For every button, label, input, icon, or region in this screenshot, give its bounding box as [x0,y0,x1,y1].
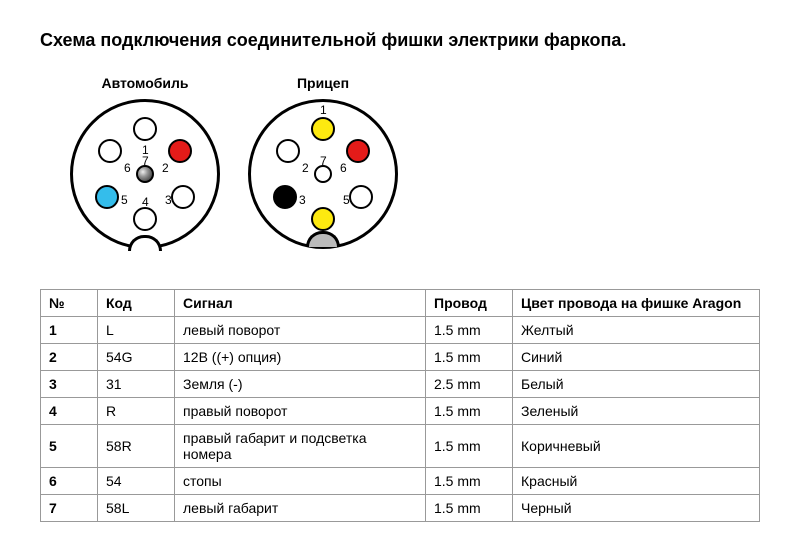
table-cell: Коричневый [513,425,760,468]
table-cell: Земля (-) [175,371,426,398]
table-row: 254G12В ((+) опция)1.5 mmСиний [41,344,760,371]
table-cell: 54 [98,468,175,495]
table-cell: 31 [98,371,175,398]
diagram-left-label: Автомобиль [101,75,188,91]
table-header-cell: Цвет провода на фишке Aragon [513,290,760,317]
page-title: Схема подключения соединительной фишки э… [40,30,760,51]
connector-right: 1267354 [248,99,398,249]
pin-6 [346,139,370,163]
table-cell: 2.5 mm [426,371,513,398]
table-cell: 1.5 mm [426,425,513,468]
table-cell: правый габарит и подсветка номера [175,425,426,468]
table-cell: Зеленый [513,398,760,425]
table-row: 558Rправый габарит и подсветка номера1.5… [41,425,760,468]
pin-5 [349,185,373,209]
table-row: 331Земля (-)2.5 mmБелый [41,371,760,398]
table-cell: Синий [513,344,760,371]
table-cell: правый поворот [175,398,426,425]
table-cell: Черный [513,495,760,522]
table-header-cell: № [41,290,98,317]
pin-4 [133,207,157,231]
pin-6 [98,139,122,163]
pin-label-7: 7 [320,154,327,168]
pin-label-6: 6 [124,161,131,175]
pin-label-7: 7 [142,154,149,168]
table-header-cell: Сигнал [175,290,426,317]
table-cell: левый поворот [175,317,426,344]
pin-4 [311,207,335,231]
table-cell: 54G [98,344,175,371]
table-cell: Желтый [513,317,760,344]
table-header-cell: Провод [426,290,513,317]
table-cell: 7 [41,495,98,522]
table-cell: 12В ((+) опция) [175,344,426,371]
diagram-right: Прицеп 1267354 [248,75,398,249]
pin-5 [95,185,119,209]
table-cell: стопы [175,468,426,495]
table-cell: 1.5 mm [426,344,513,371]
table-cell: R [98,398,175,425]
pin-label-5: 5 [343,193,350,207]
pin-3 [171,185,195,209]
pin-label-2: 2 [302,161,309,175]
table-cell: 1.5 mm [426,468,513,495]
pin-label-3: 3 [165,193,172,207]
table-cell: 58R [98,425,175,468]
pinout-table: №КодСигналПроводЦвет провода на фишке Ar… [40,289,760,522]
pin-3 [273,185,297,209]
table-cell: L [98,317,175,344]
pin-label-2: 2 [162,161,169,175]
table-body: 1Lлевый поворот1.5 mmЖелтый254G12В ((+) … [41,317,760,522]
pin-2 [168,139,192,163]
table-cell: 3 [41,371,98,398]
pin-label-4: 4 [142,195,149,209]
table-cell: 4 [41,398,98,425]
table-row: 4Rправый поворот1.5 mmЗеленый [41,398,760,425]
pin-1 [311,117,335,141]
table-row: 758Lлевый габарит1.5 mmЧерный [41,495,760,522]
table-cell: Красный [513,468,760,495]
diagrams-row: Автомобиль 1627534 Прицеп 1267354 [70,75,760,249]
table-cell: 58L [98,495,175,522]
pin-label-6: 6 [340,161,347,175]
pin-2 [276,139,300,163]
table-header-cell: Код [98,290,175,317]
connector-left: 1627534 [70,99,220,249]
pin-1 [133,117,157,141]
table-cell: 1 [41,317,98,344]
table-cell: 1.5 mm [426,398,513,425]
table-cell: 2 [41,344,98,371]
table-header-row: №КодСигналПроводЦвет провода на фишке Ar… [41,290,760,317]
table-cell: 6 [41,468,98,495]
table-cell: левый габарит [175,495,426,522]
pin-label-5: 5 [121,193,128,207]
table-cell: 1.5 mm [426,495,513,522]
table-cell: 5 [41,425,98,468]
table-cell: Белый [513,371,760,398]
pin-label-3: 3 [299,193,306,207]
diagram-left: Автомобиль 1627534 [70,75,220,249]
diagram-right-label: Прицеп [297,75,349,91]
table-row: 1Lлевый поворот1.5 mmЖелтый [41,317,760,344]
table-cell: 1.5 mm [426,317,513,344]
pin-label-1: 1 [320,103,327,117]
table-row: 654стопы1.5 mmКрасный [41,468,760,495]
